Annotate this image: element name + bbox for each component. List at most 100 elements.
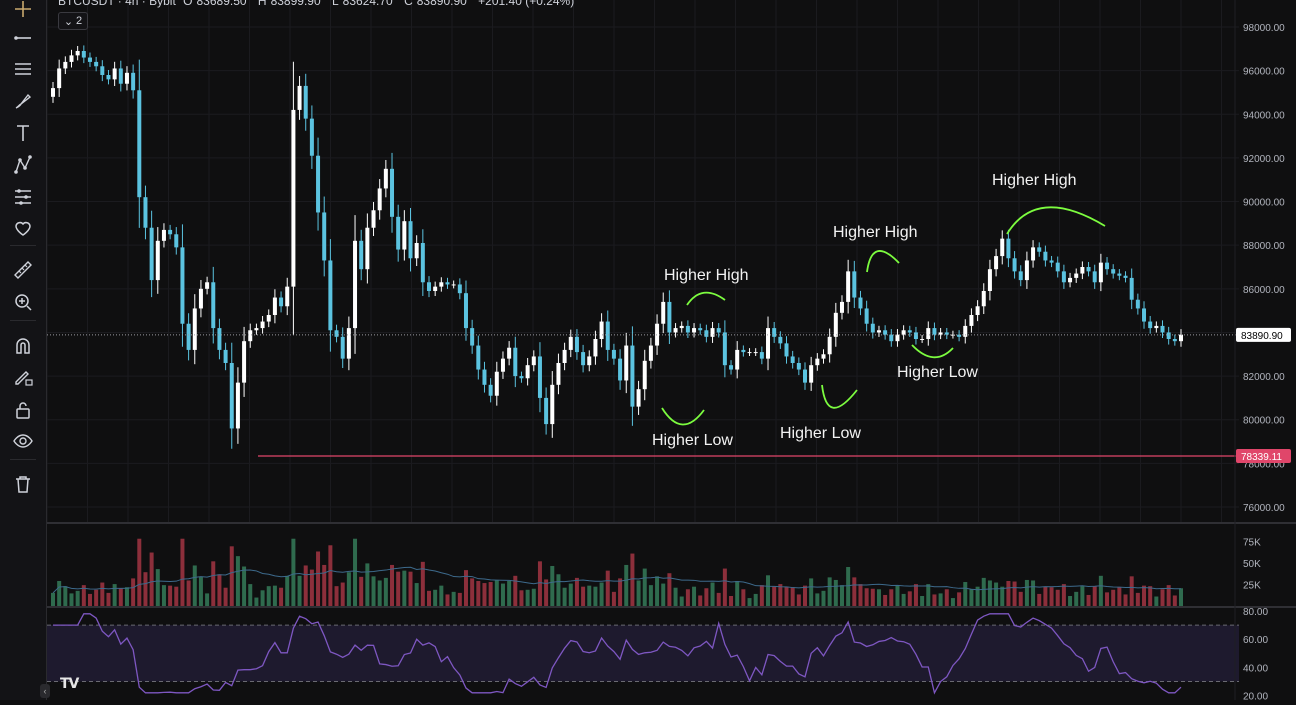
trend-line-icon[interactable] [8, 25, 38, 51]
candle [192, 308, 197, 350]
volume-bar [778, 584, 783, 606]
volume-bar [1154, 596, 1159, 606]
candle [1172, 339, 1177, 342]
ohlc-low: L 83624.70 [331, 0, 393, 8]
volume-bar [51, 592, 55, 606]
text-icon[interactable] [8, 120, 38, 146]
eye-icon[interactable] [8, 428, 38, 454]
volume-bar [889, 589, 894, 606]
candle [827, 336, 832, 355]
candle [969, 315, 974, 326]
indicators-collapse-button[interactable]: ⌄ 2 [58, 12, 88, 30]
candle [81, 51, 86, 58]
volume-bar [285, 575, 290, 606]
price-axis-label: 88000.00 [1243, 241, 1285, 252]
candle [118, 68, 123, 84]
volume-axis-label: 75K [1243, 537, 1261, 548]
ruler-icon[interactable] [8, 257, 38, 283]
volume-bar [587, 585, 592, 606]
candle [864, 308, 869, 324]
chart-area[interactable]: 98000.00 96000.00 94000.00 92000.00 90000.00… [46, 0, 1296, 703]
lock-pencil-icon[interactable] [8, 364, 38, 390]
volume-bar [353, 538, 358, 606]
volume-bar [1061, 584, 1066, 606]
candle [568, 336, 573, 350]
price-axis-label: 94000.00 [1243, 110, 1285, 121]
candle [198, 288, 203, 309]
candle [648, 345, 653, 361]
candle [796, 363, 801, 370]
candle [279, 297, 284, 307]
candle [51, 88, 55, 97]
volume-bar [655, 576, 660, 606]
volume-bar [427, 590, 431, 606]
volume-bar [753, 593, 758, 606]
volume-bar [1000, 586, 1005, 606]
candle [470, 328, 475, 346]
toolbar-divider [10, 459, 36, 460]
brush-icon[interactable] [8, 88, 38, 114]
volume-bar [593, 586, 598, 606]
volume-bar [642, 568, 647, 606]
volume-bar [266, 586, 271, 606]
candle [636, 389, 641, 407]
candle [895, 334, 900, 342]
volume-bar [1080, 586, 1085, 606]
volume-bar [550, 565, 555, 606]
symbol-label[interactable]: BTCUSDT · 4h · Bybit [58, 0, 176, 8]
volume-bar [1031, 580, 1036, 606]
candle [981, 291, 986, 307]
volume-bar [562, 587, 567, 606]
volume-bar [741, 589, 746, 606]
candle [550, 384, 555, 425]
volume-bar [1092, 586, 1097, 606]
candle [365, 227, 370, 270]
candle [759, 352, 764, 359]
volume-bar [507, 580, 512, 606]
volume-bar [618, 578, 623, 606]
candle [439, 282, 444, 287]
volume-bar [1166, 585, 1171, 606]
lock-icon[interactable] [8, 397, 38, 423]
candle [772, 328, 777, 337]
volume-bar [766, 575, 771, 606]
horizontal-lines-icon[interactable] [8, 56, 38, 82]
volume-bar [803, 585, 807, 606]
volume-bar [809, 578, 814, 606]
volume-bar [981, 577, 986, 606]
candle [371, 210, 376, 228]
volume-bar [864, 588, 869, 606]
candle [525, 365, 530, 379]
volume-bar [994, 582, 999, 606]
volume-bar [883, 594, 888, 606]
volume-bar [581, 586, 586, 606]
magnet-icon[interactable] [8, 333, 38, 359]
volume-bar [439, 585, 444, 606]
candle [1166, 332, 1171, 339]
price-axis-label: 96000.00 [1243, 67, 1285, 78]
trash-icon[interactable] [8, 471, 38, 497]
candle [112, 68, 117, 80]
candle [272, 297, 277, 315]
volume-bar [544, 579, 549, 606]
candle [815, 358, 820, 366]
heart-icon[interactable] [8, 215, 38, 241]
volume-bar [297, 575, 302, 606]
pattern-icon[interactable] [8, 152, 38, 178]
volume-bar [747, 598, 752, 606]
crosshair-icon[interactable] [8, 0, 38, 22]
candle [377, 188, 382, 211]
candle [223, 349, 228, 363]
measure-lines-icon[interactable] [8, 184, 38, 210]
tradingview-logo[interactable]: TV [60, 676, 79, 692]
volume-ma-line [52, 566, 1182, 594]
volume-bar [81, 585, 86, 606]
higher-high-label: Higher High [992, 172, 1076, 189]
volume-bar [1135, 592, 1140, 606]
volume-bar [630, 553, 635, 606]
candle [556, 363, 561, 385]
chart-canvas[interactable]: 98000.00 96000.00 94000.00 92000.00 90000.00… [46, 0, 1296, 703]
candle [1086, 267, 1091, 272]
scroll-left-arrow-icon[interactable]: ‹ [40, 684, 50, 698]
zoom-in-icon[interactable] [8, 289, 38, 315]
